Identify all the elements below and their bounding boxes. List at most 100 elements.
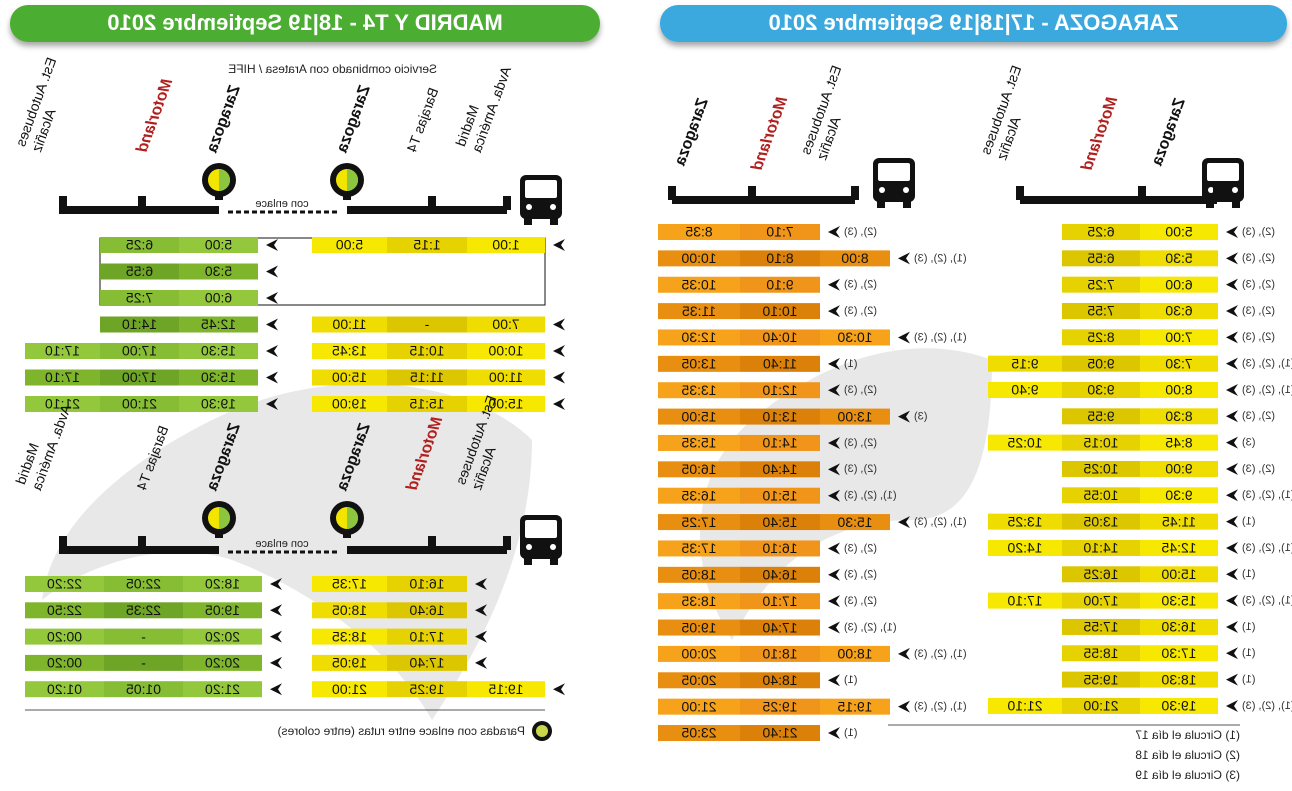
route-tick [59,536,67,550]
arrow [828,542,840,555]
cell-bg [658,593,740,610]
row-notes: (1), (2), (3) [914,252,967,264]
route-tick [428,536,436,550]
cell-bg [820,250,890,267]
row-notes: (2), (3) [1242,331,1275,343]
arrow [828,384,840,397]
time: 17:10 [1007,592,1042,608]
time: 18:40 [762,672,797,688]
row-notes: (2), (3) [844,279,877,291]
cell-bg [1140,250,1218,267]
route-line [347,546,507,554]
cell-bg [658,540,740,557]
link-stop-half [219,169,230,191]
time: 11:15 [410,369,444,385]
cell-bg [740,276,820,293]
cell-bg [1140,302,1218,319]
cell-bg [312,628,387,645]
cell-bg [25,602,104,619]
cell-bg [179,396,258,412]
link-stop-half [347,169,358,191]
cell-bg [658,408,740,425]
time: 11:45 [1162,513,1196,529]
cell-bg [740,461,820,478]
time: 16:40 [762,567,797,583]
row-notes: (2), (3) [1242,410,1275,422]
cell-bg [988,355,1062,372]
cell-bg [467,316,545,333]
header-title: ZARAGOZA - 17|18|19 Septiembre 2010 [768,10,1178,35]
cell-bg [467,369,545,386]
arrow [553,318,565,331]
time: 12:45 [1161,540,1196,556]
row-notes: (1) [1242,621,1255,633]
cell-bg [658,382,740,399]
cell-bg [1062,276,1140,293]
route-tick [748,186,756,200]
arrow [270,683,282,696]
arrow [475,604,487,617]
cell-bg [179,290,258,306]
stop-name: Zaragoza [672,96,712,168]
time: 10:40 [762,329,797,345]
row-notes: (1), (2), (3) [1242,384,1292,396]
time: 13:10 [762,408,797,424]
cell-bg [179,343,258,359]
time: 18:20 [205,576,240,592]
time: 16:05 [681,461,716,477]
arrow [553,345,565,357]
time: 17:00 [122,369,157,385]
cell-bg [104,628,183,645]
time: 10:00 [488,343,523,359]
time: 10:25 [1083,461,1118,477]
cell-bg [658,276,740,293]
time: 17:40 [409,655,444,671]
arrow [1226,278,1238,291]
route-tick [1213,186,1221,200]
time: 14:20 [1007,540,1042,556]
time: - [424,316,429,332]
cell-bg [740,566,820,583]
arrow [266,398,278,410]
time: 00:20 [47,628,82,644]
arrow [1226,673,1238,686]
cell-bg [100,263,179,280]
arrow [828,595,840,608]
link-stop-half [347,507,358,529]
cell-bg [740,672,820,689]
time: 16:25 [1083,566,1118,582]
cell-bg [658,725,740,742]
cell-bg [25,576,104,592]
route-tick [503,536,511,550]
time: 17:10 [762,593,797,609]
time: 16:30 [1161,619,1196,635]
time: 5:00 [205,237,232,253]
time: 11:00 [489,369,523,385]
cell-bg [179,263,258,280]
cell-bg [104,654,183,671]
cell-bg [740,303,820,320]
cell-bg [312,396,387,412]
time: 10:15 [1083,434,1118,450]
cell-bg [1062,250,1140,267]
arrow [1226,699,1238,712]
time: 21:10 [45,396,80,412]
time: 15:35 [681,435,716,451]
row-notes: (1) [844,674,857,686]
time: 21:20 [205,681,240,697]
stop-label: Motorland [748,94,791,174]
cell-bg [387,343,467,359]
time: 9:05 [1087,355,1114,371]
arrow [828,305,840,318]
route-tick [1016,186,1024,200]
arrow [898,516,910,529]
cell-bg [387,628,467,645]
cell-bg [658,461,740,478]
cell-bg [312,343,387,359]
arrow [828,489,840,502]
cell-bg [1062,592,1140,609]
cell-bg [740,329,820,346]
